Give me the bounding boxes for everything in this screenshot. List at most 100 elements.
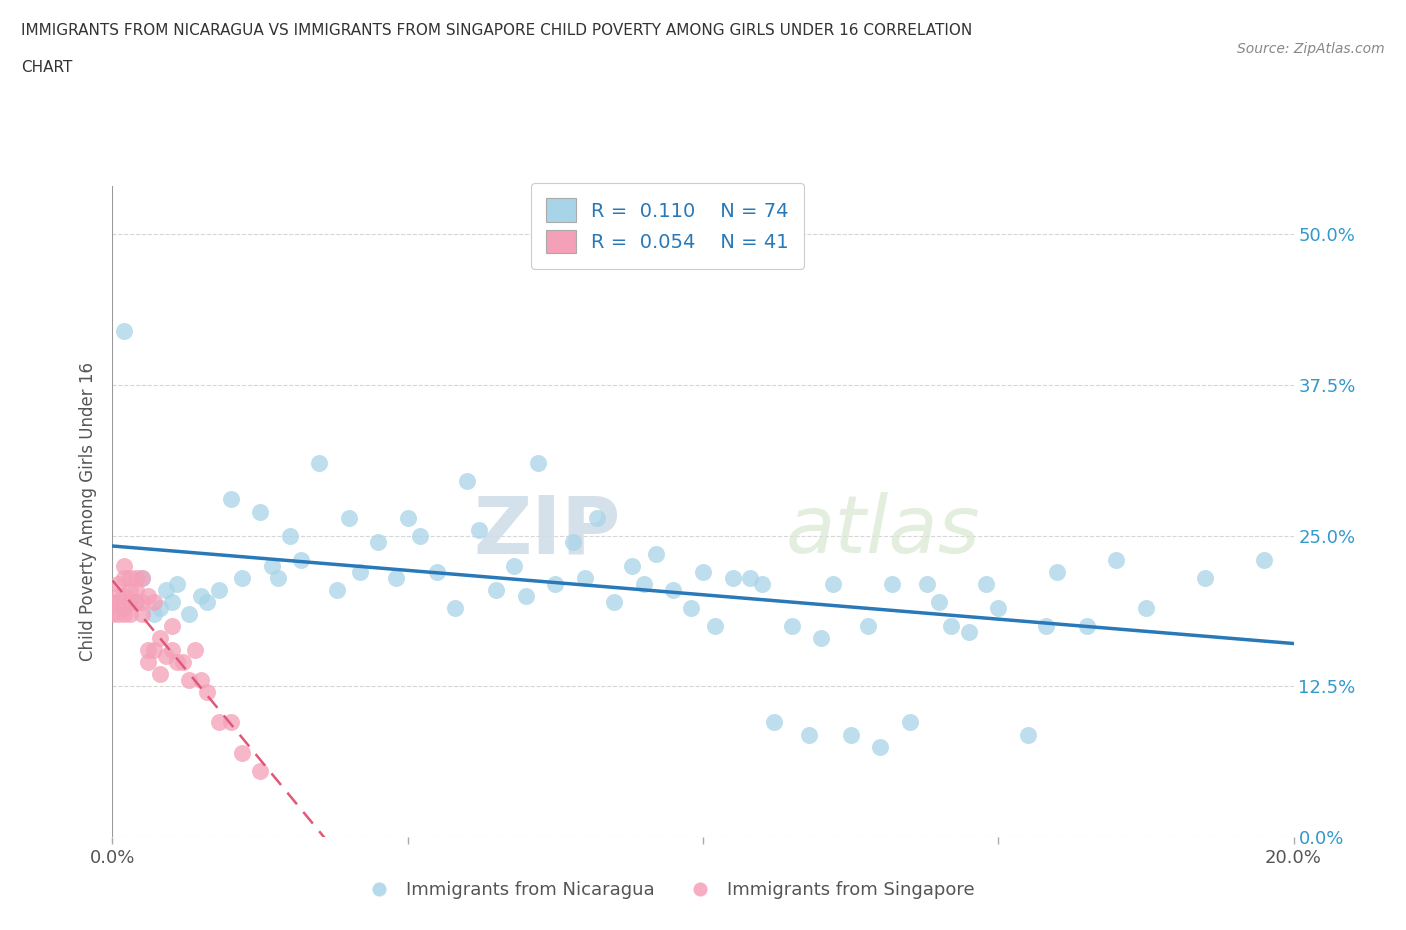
Point [231, 570, 253, 585]
Point [136, 589, 159, 604]
Point [987, 601, 1010, 616]
Point [136, 655, 159, 670]
Text: IMMIGRANTS FROM NICARAGUA VS IMMIGRANTS FROM SINGAPORE CHILD POVERTY AMONG GIRLS: IMMIGRANTS FROM NICARAGUA VS IMMIGRANTS … [21, 23, 973, 38]
Y-axis label: Child Poverty Among Girls Under 16: Child Poverty Among Girls Under 16 [79, 362, 97, 661]
Point [762, 715, 785, 730]
Point [112, 558, 135, 573]
Point [662, 582, 685, 597]
Point [120, 582, 142, 597]
Point [249, 504, 271, 519]
Point [142, 643, 165, 658]
Point [112, 570, 135, 585]
Point [112, 601, 135, 616]
Point [136, 643, 159, 658]
Point [644, 546, 666, 561]
Legend: Immigrants from Nicaragua, Immigrants from Singapore: Immigrants from Nicaragua, Immigrants fr… [353, 873, 981, 906]
Point [195, 684, 218, 699]
Point [456, 474, 478, 489]
Point [957, 625, 980, 640]
Point [112, 606, 135, 621]
Point [485, 582, 508, 597]
Text: Source: ZipAtlas.com: Source: ZipAtlas.com [1237, 42, 1385, 56]
Point [190, 589, 212, 604]
Point [107, 577, 129, 591]
Point [426, 565, 449, 579]
Point [278, 528, 301, 543]
Point [125, 594, 148, 609]
Point [1035, 618, 1057, 633]
Point [740, 570, 762, 585]
Point [869, 739, 891, 754]
Point [249, 764, 271, 778]
Point [125, 570, 148, 585]
Point [692, 565, 714, 579]
Point [131, 570, 153, 585]
Point [172, 655, 194, 670]
Point [751, 577, 773, 591]
Point [125, 594, 148, 609]
Point [149, 631, 172, 645]
Point [880, 577, 903, 591]
Point [515, 589, 537, 604]
Point [721, 570, 744, 585]
Point [1017, 727, 1039, 742]
Point [160, 594, 183, 609]
Text: ZIP: ZIP [472, 492, 620, 570]
Point [142, 606, 165, 621]
Point [562, 534, 585, 549]
Point [149, 667, 172, 682]
Text: CHART: CHART [21, 60, 73, 75]
Point [385, 570, 408, 585]
Point [166, 577, 188, 591]
Point [821, 577, 844, 591]
Point [444, 601, 467, 616]
Point [179, 672, 201, 687]
Point [107, 606, 129, 621]
Point [290, 552, 312, 567]
Point [681, 601, 703, 616]
Point [1105, 552, 1128, 567]
Point [112, 589, 135, 604]
Point [1253, 552, 1275, 567]
Point [367, 534, 389, 549]
Point [219, 715, 242, 730]
Point [633, 577, 655, 591]
Point [179, 606, 201, 621]
Point [810, 631, 832, 645]
Text: atlas: atlas [786, 492, 980, 570]
Point [585, 510, 607, 525]
Point [337, 510, 360, 525]
Point [219, 492, 242, 507]
Point [120, 594, 142, 609]
Point [349, 565, 371, 579]
Point [160, 618, 183, 633]
Point [544, 577, 567, 591]
Point [160, 643, 183, 658]
Point [166, 655, 188, 670]
Point [107, 594, 129, 609]
Point [1046, 565, 1069, 579]
Point [939, 618, 962, 633]
Point [101, 606, 124, 621]
Point [1194, 570, 1216, 585]
Point [574, 570, 596, 585]
Point [208, 582, 231, 597]
Point [149, 601, 172, 616]
Point [839, 727, 862, 742]
Point [112, 324, 135, 339]
Point [503, 558, 526, 573]
Point [131, 606, 153, 621]
Point [621, 558, 644, 573]
Point [125, 582, 148, 597]
Point [107, 589, 129, 604]
Point [231, 745, 253, 760]
Point [1076, 618, 1098, 633]
Point [858, 618, 880, 633]
Point [396, 510, 419, 525]
Point [155, 582, 177, 597]
Point [195, 594, 218, 609]
Point [898, 715, 921, 730]
Point [120, 606, 142, 621]
Point [526, 456, 548, 471]
Point [928, 594, 950, 609]
